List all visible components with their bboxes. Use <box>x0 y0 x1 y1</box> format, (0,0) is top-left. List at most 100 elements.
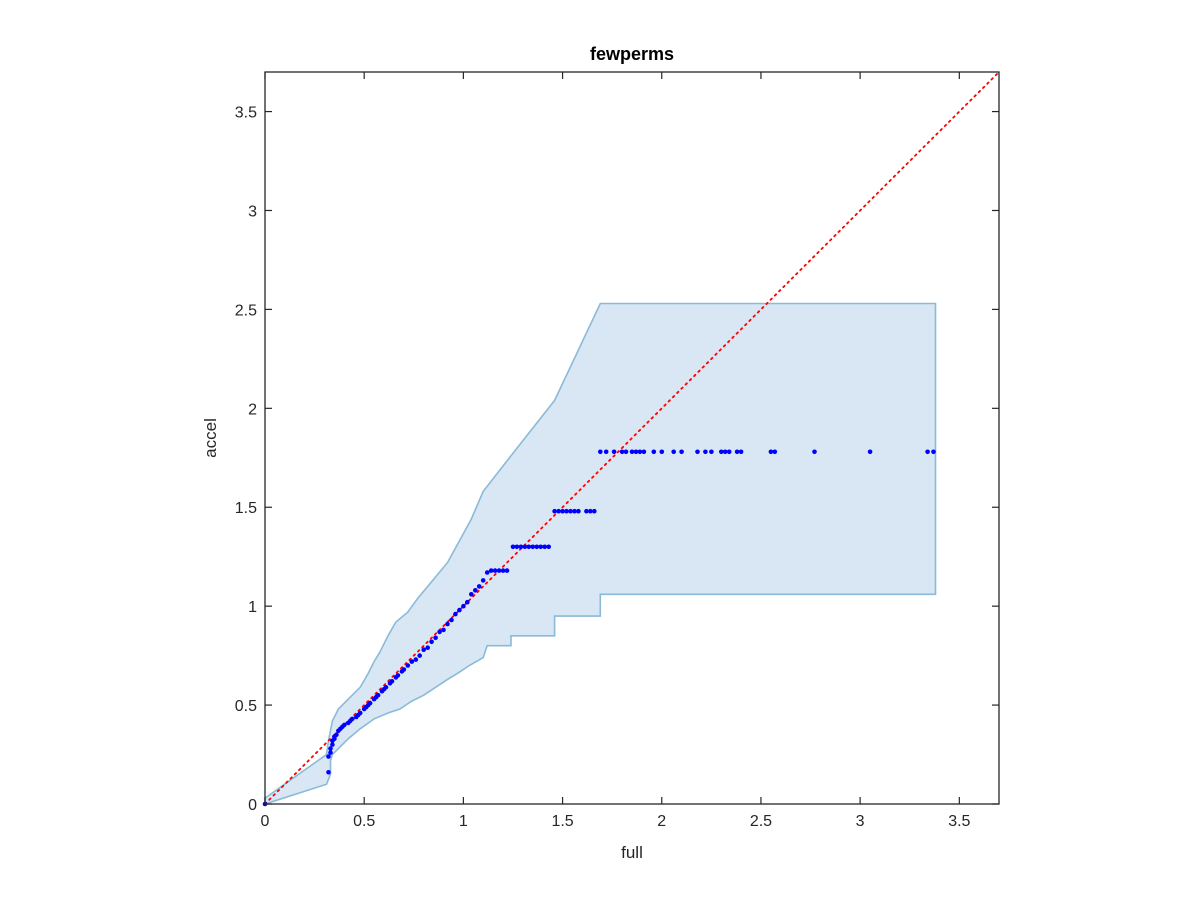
data-point <box>389 679 395 684</box>
data-point <box>709 449 714 455</box>
data-point <box>409 659 415 664</box>
data-point <box>768 449 774 455</box>
data-point <box>530 544 536 550</box>
data-point <box>703 449 708 455</box>
data-point <box>492 568 498 573</box>
x-tick-label: 3 <box>856 813 865 830</box>
data-point <box>465 599 470 605</box>
chart-title: fewperms <box>590 44 674 64</box>
data-point <box>931 449 936 455</box>
data-point <box>560 508 565 514</box>
data-point <box>445 621 450 627</box>
data-point <box>367 700 373 706</box>
data-point <box>738 449 744 455</box>
y-tick-label: 0 <box>248 797 257 814</box>
data-point <box>357 710 363 716</box>
data-point <box>641 449 647 455</box>
data-point <box>441 627 446 633</box>
x-tick-label: 2 <box>657 813 666 830</box>
data-point <box>546 544 551 550</box>
data-point <box>534 544 540 550</box>
data-point <box>405 663 411 668</box>
data-point <box>484 570 490 575</box>
data-point <box>476 584 482 589</box>
y-tick-label: 3.5 <box>235 105 257 122</box>
data-point <box>429 639 434 645</box>
data-point <box>518 544 524 550</box>
data-point <box>695 449 700 455</box>
data-point <box>421 647 427 652</box>
data-point <box>526 544 532 550</box>
data-point <box>488 568 494 573</box>
data-point <box>510 544 516 550</box>
plot-area: 00 0.5 0.5 1 1 1.5 1.5 2 2 2.5 2.5 3 3 3.5 3.5 <box>235 71 1000 830</box>
data-point <box>556 508 561 514</box>
data-point <box>611 449 617 455</box>
data-point <box>437 629 442 635</box>
data-point <box>772 449 778 455</box>
data-point <box>449 617 454 623</box>
data-point <box>514 544 520 550</box>
data-point <box>538 544 543 550</box>
reference-line <box>264 71 1000 805</box>
data-point <box>637 449 643 455</box>
data-point <box>425 645 431 650</box>
data-point <box>572 508 577 514</box>
data-point <box>623 449 629 455</box>
y-axis-label: accel <box>201 418 220 458</box>
data-point <box>473 588 478 593</box>
data-point <box>328 750 333 755</box>
data-point <box>603 449 609 455</box>
data-point <box>651 449 657 455</box>
data-point <box>726 449 732 455</box>
data-point <box>679 449 684 455</box>
y-tick-label: 0.5 <box>235 698 257 715</box>
y-tick-label: 2.5 <box>235 302 257 319</box>
data-point <box>925 449 930 455</box>
data-point <box>568 508 573 514</box>
data-point <box>867 449 873 455</box>
data-point <box>461 603 466 609</box>
data-point <box>552 508 557 514</box>
data-point <box>326 754 331 759</box>
data-point <box>659 449 665 455</box>
data-point <box>334 732 339 738</box>
data-point <box>588 508 593 514</box>
data-point <box>719 449 724 455</box>
data-point <box>619 449 625 455</box>
x-tick-label: 3.5 <box>948 813 970 830</box>
data-point <box>433 635 438 641</box>
data-point <box>542 544 547 550</box>
data-point <box>629 449 635 455</box>
x-tick-label: 1 <box>459 813 468 830</box>
data-point <box>480 578 486 583</box>
data-point <box>584 508 589 514</box>
data-point <box>722 449 728 455</box>
data-point <box>734 449 740 455</box>
data-point <box>671 449 676 455</box>
data-point <box>522 544 528 550</box>
data-point <box>457 607 462 613</box>
data-point <box>504 568 510 573</box>
data-point <box>633 449 639 455</box>
data-point <box>496 568 502 573</box>
data-point <box>417 653 423 658</box>
x-tick-label: 1.5 <box>551 813 573 830</box>
data-point <box>564 508 569 514</box>
y-tick-label: 1 <box>248 599 257 616</box>
data-point <box>326 770 331 775</box>
data-point <box>395 673 401 678</box>
data-point <box>413 657 419 662</box>
data-point <box>453 611 458 617</box>
data-point <box>350 716 355 722</box>
data-point <box>330 742 335 747</box>
data-point <box>383 685 389 690</box>
data-point <box>328 746 333 751</box>
confidence-band <box>264 302 937 806</box>
x-tick-label: 2.5 <box>750 813 772 830</box>
y-tick-label: 3 <box>248 203 257 220</box>
data-point <box>576 508 581 514</box>
data-point <box>401 667 407 672</box>
data-point <box>812 449 817 455</box>
